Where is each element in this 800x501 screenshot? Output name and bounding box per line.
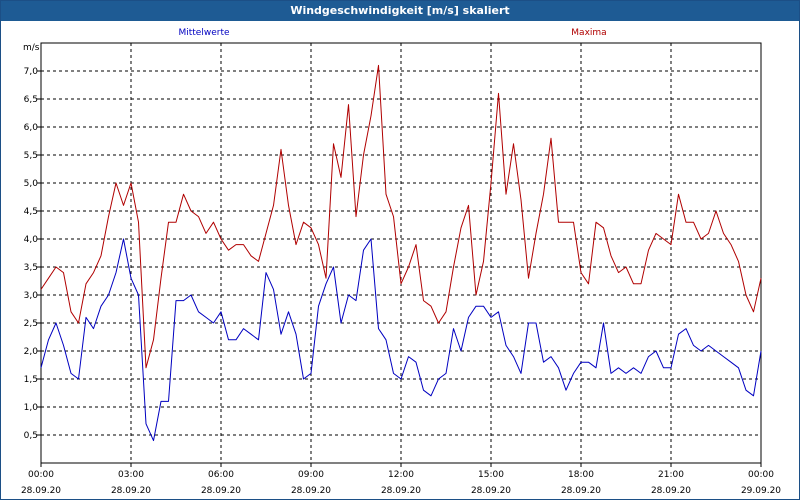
y-tick-label: 6,0 <box>24 123 39 133</box>
y-tick-label: 2,5 <box>24 319 38 329</box>
x-tick-time-label: 12:00 <box>388 470 414 480</box>
x-tick-date-label: 28.09.20 <box>561 486 601 496</box>
x-tick-time-label: 00:00 <box>28 470 54 480</box>
y-tick-label: 7,0 <box>24 67 39 77</box>
axis-ticks: 0,5 1,0 1,5 2,0 2,5 3,0 3,5 4,0 4,5 5,0 5,5 6,0 6,5 7… <box>21 67 781 496</box>
x-tick-date-label: 28.09.20 <box>381 486 421 496</box>
series-line-maxima <box>40 64 762 369</box>
legend-max: Maxima <box>571 28 606 38</box>
legend-mean: Mittelwerte <box>178 28 229 38</box>
x-tick-time-label: 15:00 <box>478 470 504 480</box>
x-tick-date-label: 28.09.20 <box>111 486 151 496</box>
y-tick-label: 3,0 <box>24 291 39 301</box>
y-tick-label: 1,5 <box>24 375 38 385</box>
x-tick-time-label: 00:00 <box>748 470 774 480</box>
x-tick-time-label: 18:00 <box>568 470 594 480</box>
y-tick-label: 4,0 <box>24 235 39 245</box>
y-tick-label: 2,0 <box>24 347 39 357</box>
x-tick-time-label: 06:00 <box>208 470 234 480</box>
window-title: Windgeschwindigkeit [m/s] skaliert <box>1 1 799 21</box>
y-tick-label: 4,5 <box>24 207 38 217</box>
x-tick-date-label: 28.09.20 <box>651 486 691 496</box>
series-line-mittelwerte <box>40 238 762 442</box>
x-tick-time-label: 03:00 <box>118 470 144 480</box>
y-tick-label: 0,5 <box>24 431 38 441</box>
y-tick-label: 6,5 <box>24 95 38 105</box>
y-tick-label: 5,5 <box>24 151 38 161</box>
x-tick-date-label: 29.09.20 <box>741 486 781 496</box>
x-tick-time-label: 21:00 <box>658 470 684 480</box>
x-tick-date-label: 28.09.20 <box>201 486 241 496</box>
x-tick-date-label: 28.09.20 <box>21 486 61 496</box>
y-tick-label: 5,0 <box>24 179 39 189</box>
x-tick-date-label: 28.09.20 <box>471 486 511 496</box>
y-axis-unit-label: m/s <box>23 43 40 53</box>
y-tick-label: 3,5 <box>24 263 38 273</box>
y-tick-label: 1,0 <box>24 403 39 413</box>
x-tick-time-label: 09:00 <box>298 470 324 480</box>
grid-lines <box>41 43 761 463</box>
x-tick-date-label: 28.09.20 <box>291 486 331 496</box>
series-lines <box>40 64 762 442</box>
